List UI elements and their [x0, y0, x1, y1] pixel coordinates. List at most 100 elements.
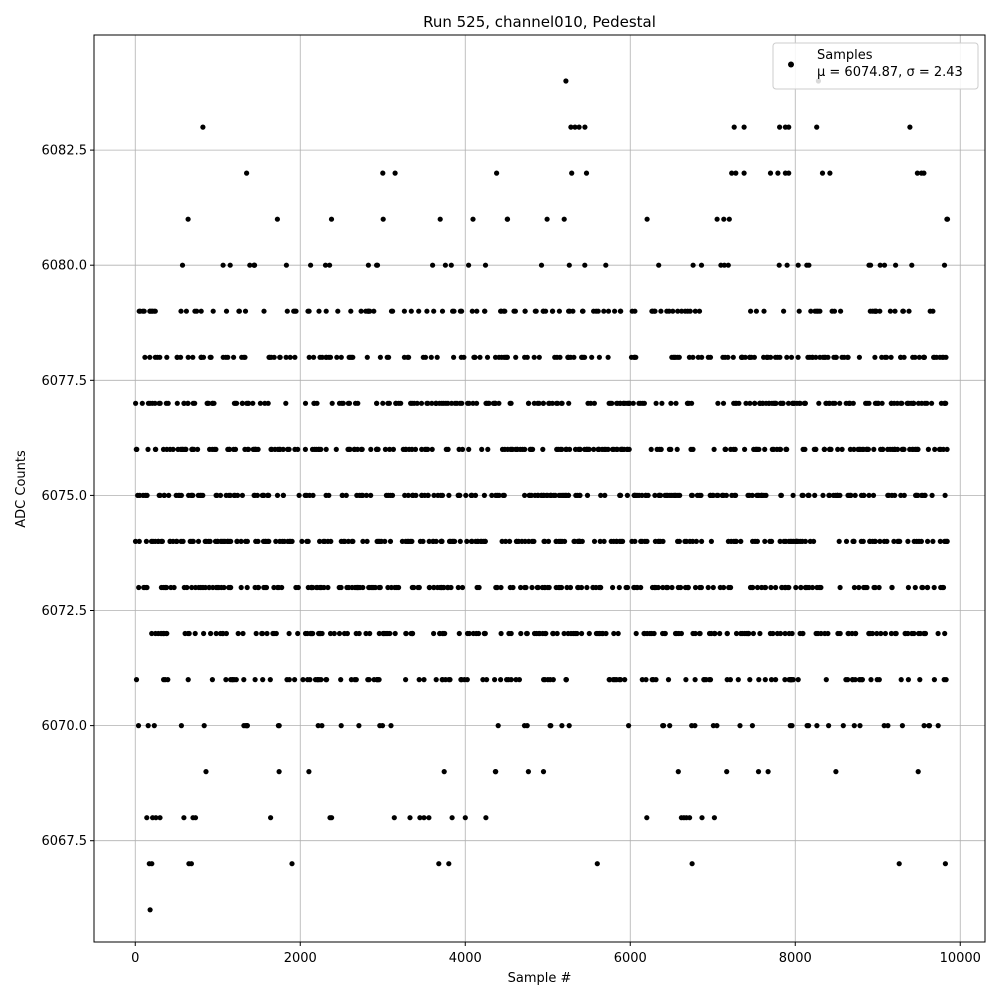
data-point: [751, 354, 758, 360]
data-point: [483, 815, 489, 821]
data-point: [174, 354, 180, 360]
data-point: [904, 400, 910, 406]
data-point: [175, 492, 182, 498]
data-point: [898, 492, 904, 498]
data-point: [367, 630, 373, 637]
data-point: [283, 400, 289, 406]
data-point: [911, 538, 917, 545]
data-point: [368, 492, 374, 498]
data-point: [201, 630, 207, 637]
data-point: [931, 677, 938, 683]
data-point: [737, 723, 743, 729]
data-point: [341, 538, 347, 545]
data-point: [359, 492, 365, 498]
data-point: [826, 492, 833, 498]
data-point: [241, 677, 247, 683]
data-point: [777, 124, 783, 130]
data-point: [414, 400, 420, 406]
data-point: [540, 769, 547, 775]
data-point: [479, 446, 485, 452]
data-point: [376, 630, 382, 637]
data-point: [492, 400, 498, 406]
data-point: [383, 492, 389, 498]
data-point: [685, 308, 691, 314]
data-point: [207, 354, 213, 360]
data-point: [672, 492, 678, 498]
data-point: [513, 354, 519, 360]
data-point: [722, 446, 728, 452]
data-point: [874, 630, 880, 637]
data-point: [643, 677, 649, 683]
data-point: [554, 630, 560, 637]
data-point: [782, 630, 788, 637]
data-point: [289, 538, 295, 545]
data-point: [181, 400, 187, 406]
data-point: [667, 723, 673, 729]
data-point: [738, 354, 745, 360]
data-point: [549, 400, 556, 406]
data-point: [929, 492, 935, 498]
data-point: [223, 308, 230, 314]
data-point: [441, 400, 447, 406]
data-point: [250, 400, 256, 406]
data-point: [632, 538, 638, 545]
data-point: [365, 308, 371, 314]
data-point: [175, 446, 181, 452]
data-point: [283, 354, 289, 360]
data-point: [856, 354, 863, 360]
data-point: [504, 216, 510, 222]
data-point: [765, 769, 771, 775]
data-point: [789, 630, 795, 637]
data-point: [564, 584, 570, 591]
data-point: [742, 446, 748, 452]
data-point: [641, 630, 647, 637]
data-point: [746, 492, 753, 498]
data-point: [662, 492, 668, 498]
data-point: [747, 354, 753, 360]
data-point: [543, 308, 549, 314]
data-point: [633, 630, 639, 637]
data-point: [302, 492, 308, 498]
data-point: [748, 308, 754, 314]
data-point: [701, 677, 707, 683]
data-point: [295, 630, 301, 637]
data-point: [167, 446, 173, 452]
data-point: [934, 354, 940, 360]
data-point: [207, 538, 213, 545]
data-point: [244, 170, 250, 176]
data-point: [591, 446, 597, 452]
data-point: [906, 308, 912, 314]
data-point: [344, 630, 350, 637]
data-point: [437, 216, 443, 222]
data-point: [597, 538, 603, 545]
data-point: [591, 308, 597, 314]
data-point: [761, 492, 767, 498]
data-point: [523, 584, 529, 591]
data-point: [309, 584, 315, 591]
data-point: [449, 815, 455, 821]
data-point: [819, 170, 826, 176]
data-point: [915, 769, 921, 775]
data-point: [439, 677, 446, 683]
data-point: [892, 446, 898, 452]
data-point: [577, 446, 583, 452]
data-point: [905, 677, 912, 683]
data-point: [866, 262, 872, 268]
data-point: [563, 446, 569, 452]
data-point: [566, 723, 572, 729]
data-point: [784, 354, 790, 360]
data-point: [137, 308, 143, 314]
data-point: [239, 400, 245, 406]
data-point: [762, 584, 769, 591]
data-point: [559, 723, 565, 729]
data-point: [139, 400, 145, 406]
data-point: [711, 446, 717, 452]
data-point: [584, 584, 590, 591]
data-point: [498, 630, 504, 637]
data-point: [380, 400, 386, 406]
data-point: [802, 538, 809, 545]
data-point: [482, 308, 488, 314]
data-point: [658, 308, 664, 314]
data-point: [562, 538, 568, 545]
data-point: [780, 400, 786, 406]
